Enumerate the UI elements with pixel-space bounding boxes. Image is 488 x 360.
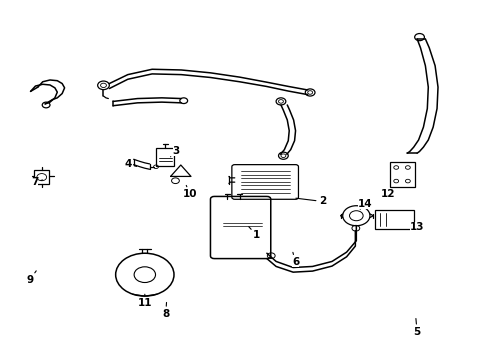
Bar [156, 148, 174, 166]
Text: 5: 5 [413, 319, 420, 337]
Text: 10: 10 [183, 185, 197, 199]
Text: 2: 2 [295, 197, 325, 206]
Text: 3: 3 [170, 147, 180, 157]
Text: 1: 1 [248, 227, 260, 240]
Text: 12: 12 [380, 189, 394, 199]
Text: 8: 8 [162, 302, 169, 319]
Text: 14: 14 [357, 199, 372, 209]
Text: 4: 4 [124, 159, 136, 169]
Text: 13: 13 [409, 222, 424, 232]
Bar [389, 162, 414, 187]
Text: 9: 9 [26, 271, 36, 285]
Text: 6: 6 [291, 252, 299, 267]
Bar [34, 170, 49, 184]
Bar [374, 210, 413, 229]
Text: 7: 7 [31, 177, 42, 187]
Text: 11: 11 [137, 294, 152, 308]
